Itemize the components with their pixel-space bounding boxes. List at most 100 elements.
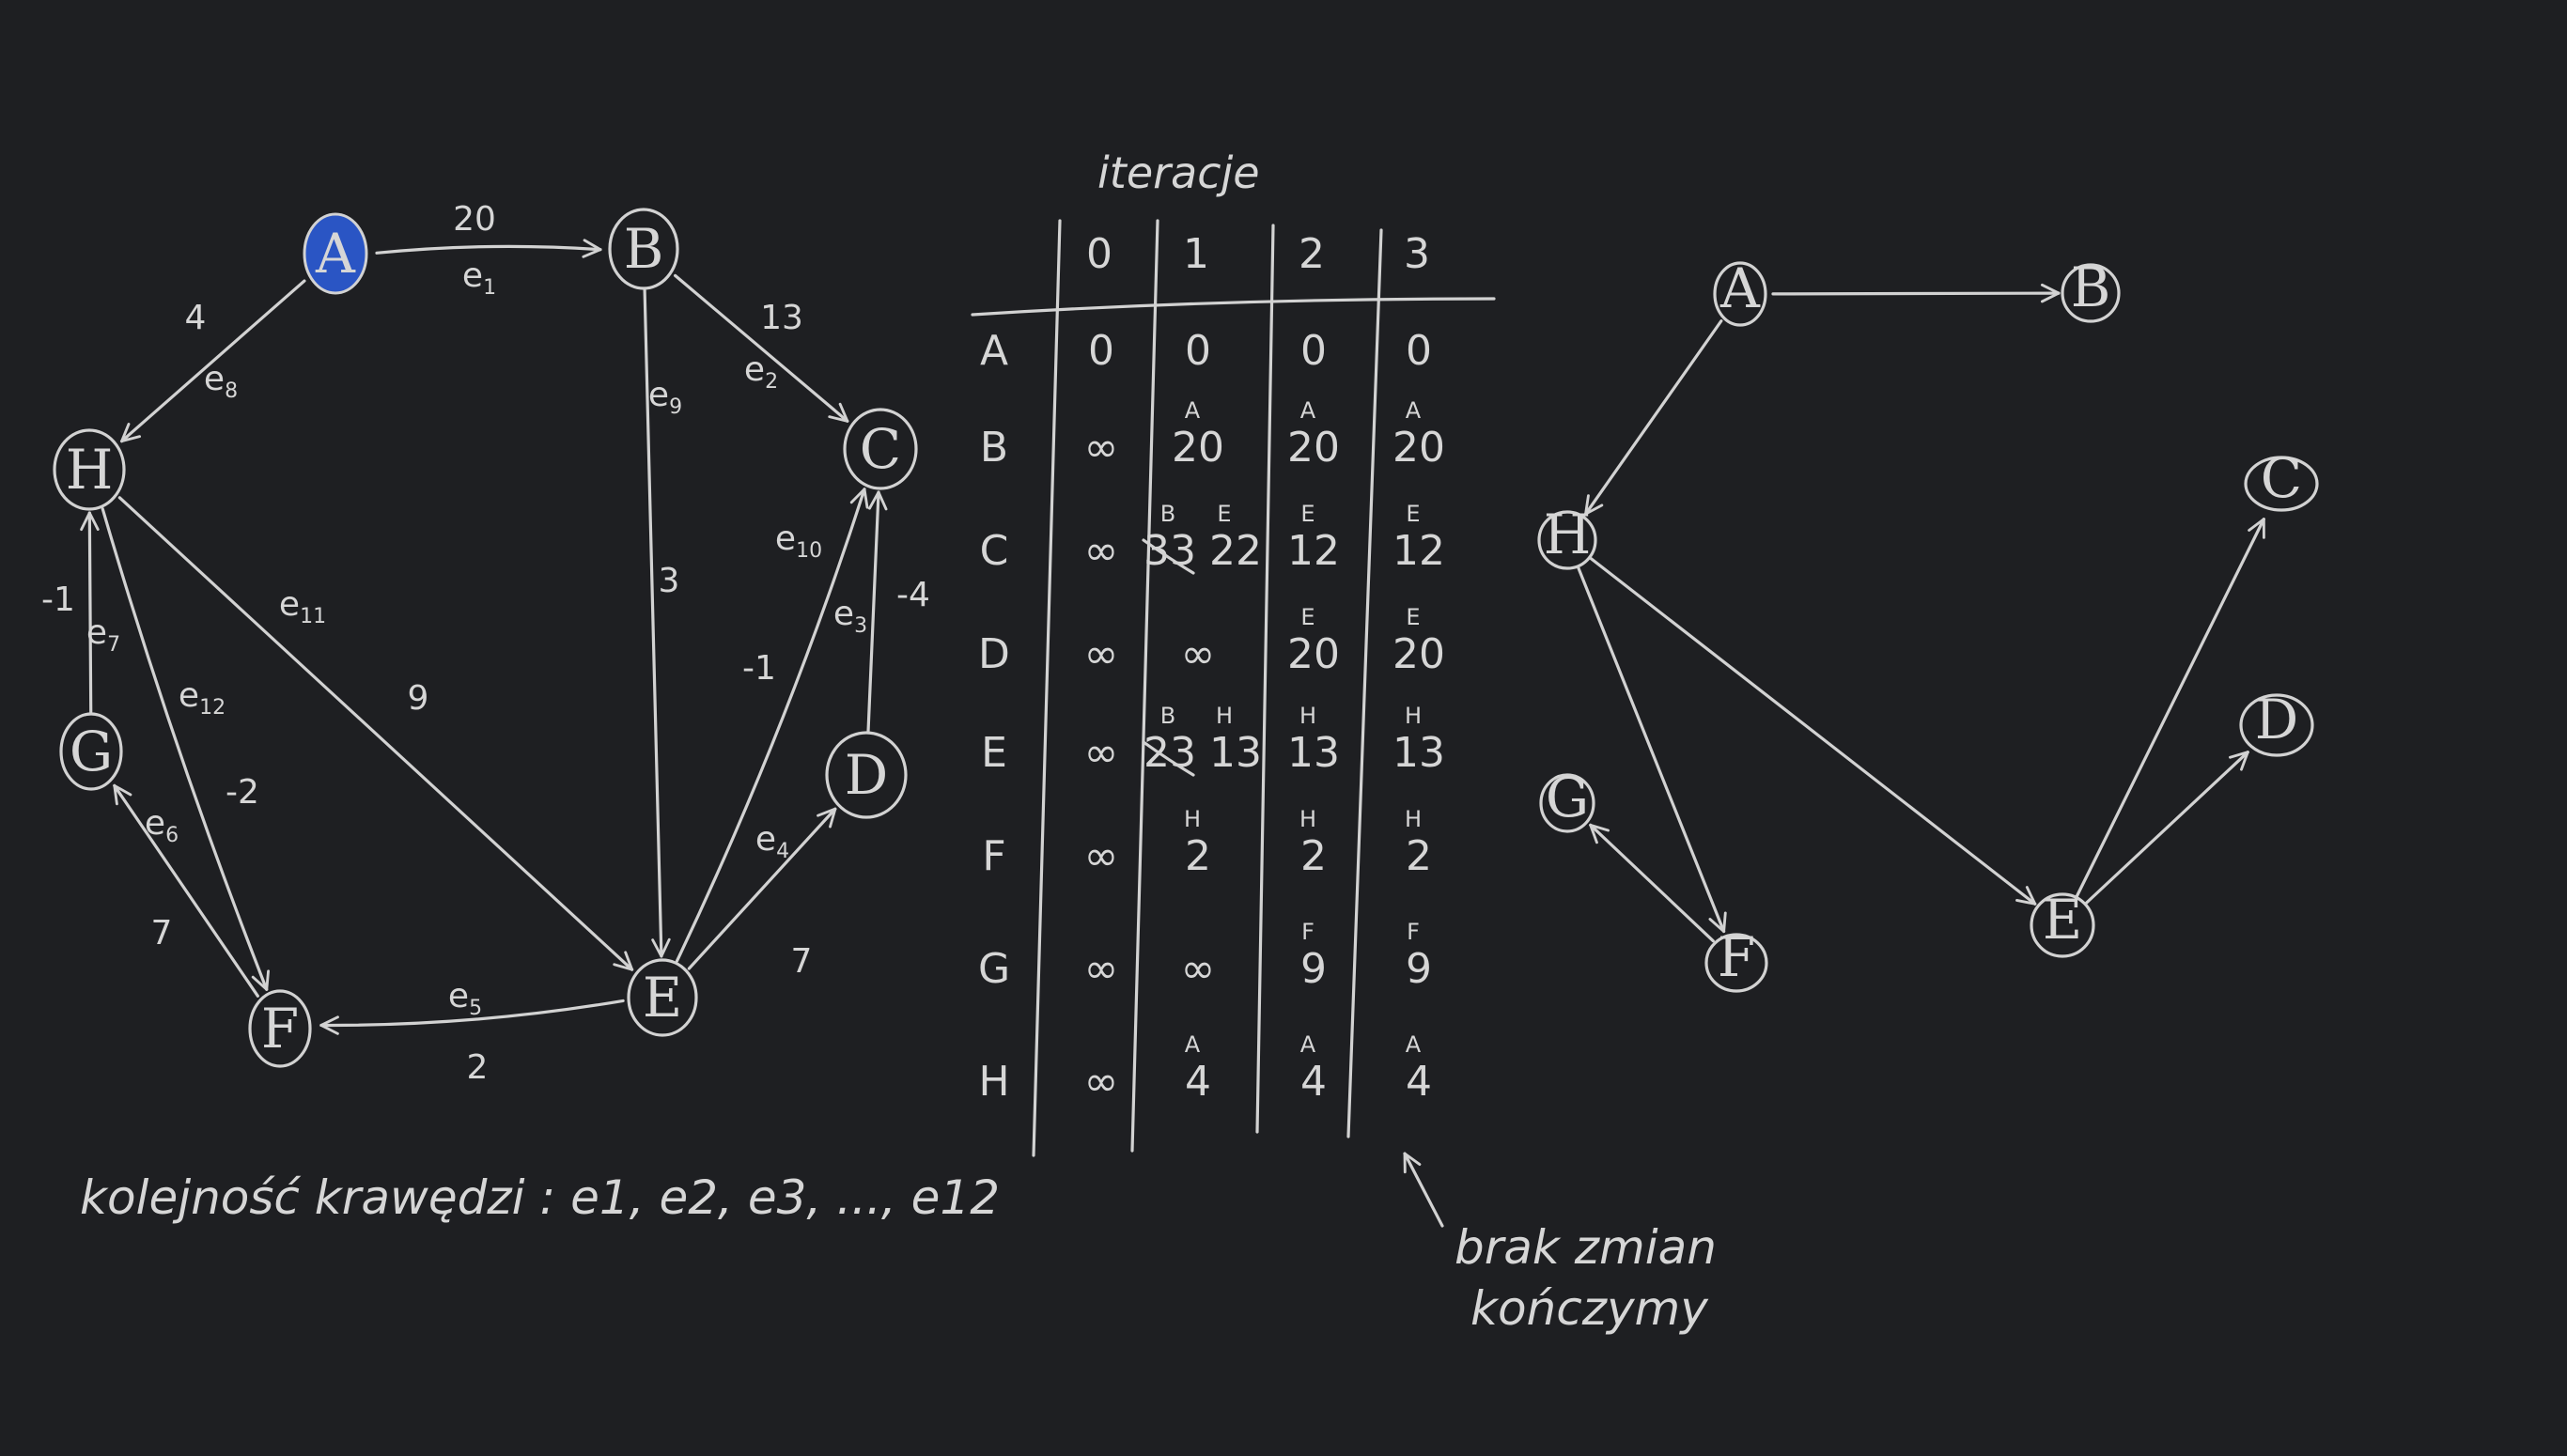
cell-predecessor: B [1160, 703, 1175, 729]
node-B: B [608, 208, 679, 290]
row-node-label: C [980, 527, 1009, 575]
cell-value: 13 [1287, 729, 1340, 777]
node-circle [1713, 261, 1767, 327]
row-node-label: H [978, 1058, 1009, 1106]
edge-e10 [675, 488, 869, 963]
table-column-divider [1130, 219, 1159, 1153]
cell-value: ∞ [1084, 945, 1119, 993]
tree-node-F: F [1704, 925, 1768, 993]
table-column-header: 3 [1404, 230, 1430, 278]
node-label: D [2255, 688, 2299, 751]
edge-weight-e1: 20 [453, 200, 496, 239]
cell-value: ∞ [1084, 729, 1119, 777]
node-circle [843, 408, 918, 490]
cell-value: ∞ [1084, 424, 1119, 472]
cell-predecessor: F [1301, 919, 1315, 945]
table-column-headers: 0 1 2 3 [1086, 230, 1430, 278]
node-C: C [843, 408, 918, 490]
tree-node-E: E [2030, 888, 2095, 958]
row-node-label: B [980, 424, 1008, 472]
tree-edge-H-F [1577, 566, 1727, 934]
cell-predecessor: H [1299, 806, 1316, 832]
cell-predecessor: E [1406, 604, 1420, 630]
cell-value: 2 [1406, 832, 1432, 880]
table-row: A 0 0 0 0 [980, 327, 1432, 375]
left-graph-edges [80, 239, 888, 1035]
cell-value: 20 [1172, 424, 1224, 472]
edge-e5 [319, 999, 625, 1035]
row-node-label: D [978, 630, 1010, 678]
strikethrough [1142, 740, 1195, 777]
edge-name-e10: e10 [775, 519, 822, 563]
node-G: G [59, 712, 123, 791]
table-column-header: 0 [1086, 230, 1112, 278]
node-label: D [845, 743, 889, 807]
cell-value: 22 [1209, 527, 1262, 575]
edge-name-e8: e8 [204, 360, 238, 403]
node-label: C [860, 417, 901, 481]
node-label: B [624, 217, 664, 281]
left-graph-nodes: A B C D E F G H [53, 208, 918, 1068]
cell-predecessor: H [1184, 806, 1201, 832]
cell-value: ∞ [1084, 832, 1119, 880]
cell-predecessor: H [1405, 806, 1422, 832]
edge-name-e2: e2 [744, 350, 778, 394]
tree-node-C: C [2244, 446, 2319, 512]
tree-nodes: A B C D E F G H [1537, 256, 2319, 993]
cell-value: 4 [1300, 1058, 1327, 1106]
cell-predecessor: B [1160, 501, 1175, 527]
edge-weight-e5: 2 [467, 1048, 489, 1087]
edge-order-note: kolejność krawędzi : e1, e2, e3, ..., e1… [80, 1170, 1000, 1225]
cell-value: 2 [1300, 832, 1327, 880]
node-E: E [627, 958, 698, 1037]
cell-value: 20 [1392, 630, 1445, 678]
cell-value: 4 [1406, 1058, 1432, 1106]
tree-node-B: B [2061, 256, 2121, 323]
edge-weight-e8: 4 [185, 299, 207, 337]
edge-e12 [101, 507, 271, 991]
tree-node-G: G [1539, 766, 1595, 833]
cell-predecessor: E [1217, 501, 1231, 527]
row-node-label: A [980, 327, 1008, 375]
edge-name-e11: e11 [279, 585, 326, 628]
node-circle [59, 712, 123, 791]
node-circle [53, 428, 126, 511]
strikethrough [1142, 538, 1195, 575]
edge-weight-e12: -2 [226, 773, 259, 812]
cell-value: 4 [1185, 1058, 1211, 1106]
edge-e6 [113, 783, 259, 998]
cell-value: ∞ [1084, 630, 1119, 678]
edge-name-e4: e4 [755, 820, 789, 863]
edge-weight-e4: 7 [791, 942, 813, 981]
edge-weight-e7: -1 [41, 581, 75, 619]
edge-weight-e6: 7 [151, 914, 173, 953]
cell-predecessor: E [1300, 604, 1315, 630]
tree-node-H: H [1537, 503, 1597, 570]
node-label: E [2043, 888, 2082, 952]
cell-predecessor: A [1406, 1031, 1422, 1058]
cell-value: 9 [1406, 945, 1432, 993]
node-circle [2030, 892, 2095, 958]
edge-e7 [80, 511, 100, 714]
edge-e4 [687, 807, 837, 970]
node-circle [2244, 456, 2319, 512]
node-circle [1537, 510, 1597, 570]
cell-value: 20 [1287, 424, 1340, 472]
tree-node-D: D [2239, 688, 2314, 757]
cell-predecessor: A [1300, 1031, 1316, 1058]
node-label: A [1719, 256, 1761, 320]
table-column-header: 1 [1183, 230, 1209, 278]
node-circle [627, 958, 698, 1037]
node-label: G [1546, 766, 1589, 829]
cell-predecessor: A [1406, 397, 1422, 424]
node-label: B [2071, 256, 2111, 319]
cell-value: 13 [1392, 729, 1445, 777]
node-label: H [1544, 503, 1592, 566]
node-circle [2061, 263, 2121, 323]
